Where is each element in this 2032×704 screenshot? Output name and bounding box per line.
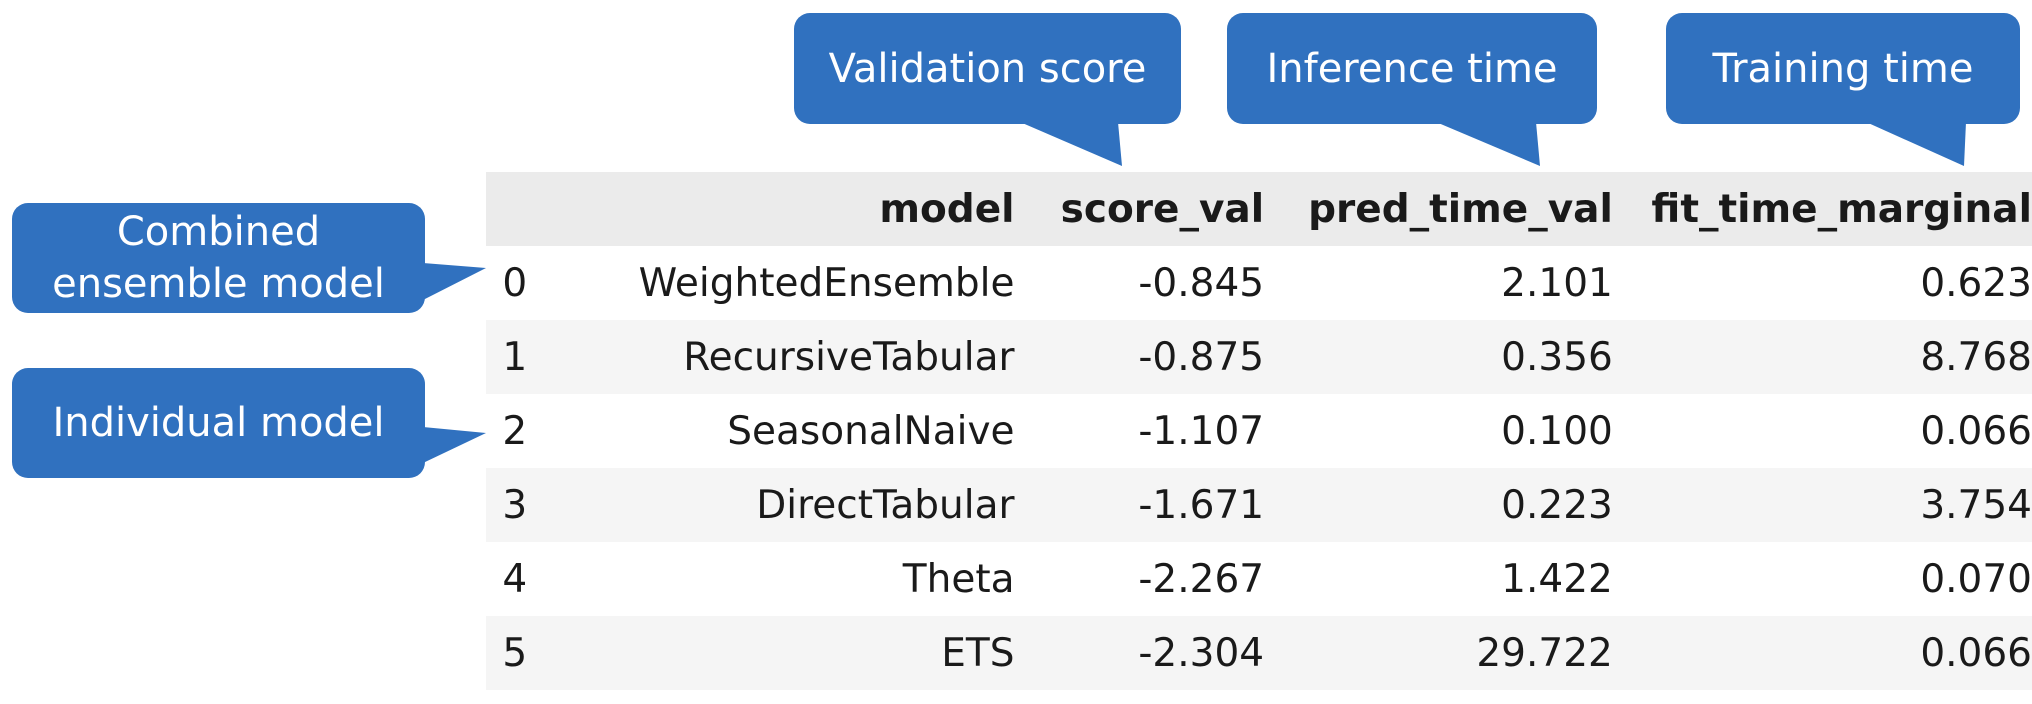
pred-time-val-cell: 2.101 [1501,260,1613,306]
score-val-cell: -2.304 [1014,616,1265,690]
training-pointer [1866,122,1966,166]
table-row: 2 SeasonalNaive -1.107 0.100 0.066 [486,394,2032,468]
model-cell: WeightedEnsemble [638,260,1015,306]
table-row: 4 Theta -2.267 1.422 0.070 [486,542,2032,616]
score-val-cell: -2.267 [1138,556,1265,602]
row-index: 4 [502,556,528,602]
row-index: 1 [486,320,544,394]
inference-pointer [1436,122,1540,166]
ensemble-pointer [423,263,486,300]
header-model: model [543,172,1015,246]
header-fit-time-marginal: fit_time_marginal [1612,172,2032,246]
table-row: 1 RecursiveTabular -0.875 0.356 8.768 [486,320,2032,394]
leaderboard-table: model score_val pred_time_val fit_time_m… [486,172,2032,690]
fit-time-marginal-cell: 8.768 [1612,320,2032,394]
table-row: 3 DirectTabular -1.671 0.223 3.754 [486,468,2032,542]
score-val-cell: -1.107 [1138,408,1265,454]
score-val-cell: -1.671 [1014,468,1265,542]
pred-time-val-cell: 0.223 [1264,468,1613,542]
header-score-val: score_val [1014,172,1265,246]
row-index: 5 [486,616,544,690]
header-index [486,172,544,246]
pred-time-val-cell: 0.100 [1501,408,1613,454]
training-time-callout: Training time [1666,13,2020,124]
table-header-row: model score_val pred_time_val fit_time_m… [486,172,2032,246]
table-row: 5 ETS -2.304 29.722 0.066 [486,616,2032,690]
row-index: 2 [502,408,528,454]
score-val-cell: -0.875 [1014,320,1265,394]
fit-time-marginal-cell: 0.066 [1612,616,2032,690]
fit-time-marginal-cell: 0.070 [1920,556,2032,602]
row-index: 0 [502,260,528,306]
pred-time-val-cell: 29.722 [1264,616,1613,690]
ensemble-model-callout: Combined ensemble model [12,203,425,313]
pred-time-val-cell: 0.356 [1264,320,1613,394]
fit-time-marginal-cell: 0.623 [1920,260,2032,306]
individual-pointer [423,427,486,463]
model-cell: SeasonalNaive [727,408,1015,454]
model-cell: ETS [543,616,1015,690]
model-cell: DirectTabular [543,468,1015,542]
pred-time-val-cell: 1.422 [1501,556,1613,602]
fit-time-marginal-cell: 0.066 [1920,408,2032,454]
model-cell: RecursiveTabular [543,320,1015,394]
validation-score-callout: Validation score [794,13,1181,124]
table-row: 0 WeightedEnsemble -0.845 2.101 0.623 [486,246,2032,320]
fit-time-marginal-cell: 3.754 [1612,468,2032,542]
score-val-cell: -0.845 [1138,260,1265,306]
model-cell: Theta [902,556,1015,602]
inference-time-callout: Inference time [1227,13,1597,124]
header-pred-time-val: pred_time_val [1264,172,1613,246]
individual-model-callout: Individual model [12,368,425,478]
validation-pointer [1020,122,1122,166]
row-index: 3 [486,468,544,542]
